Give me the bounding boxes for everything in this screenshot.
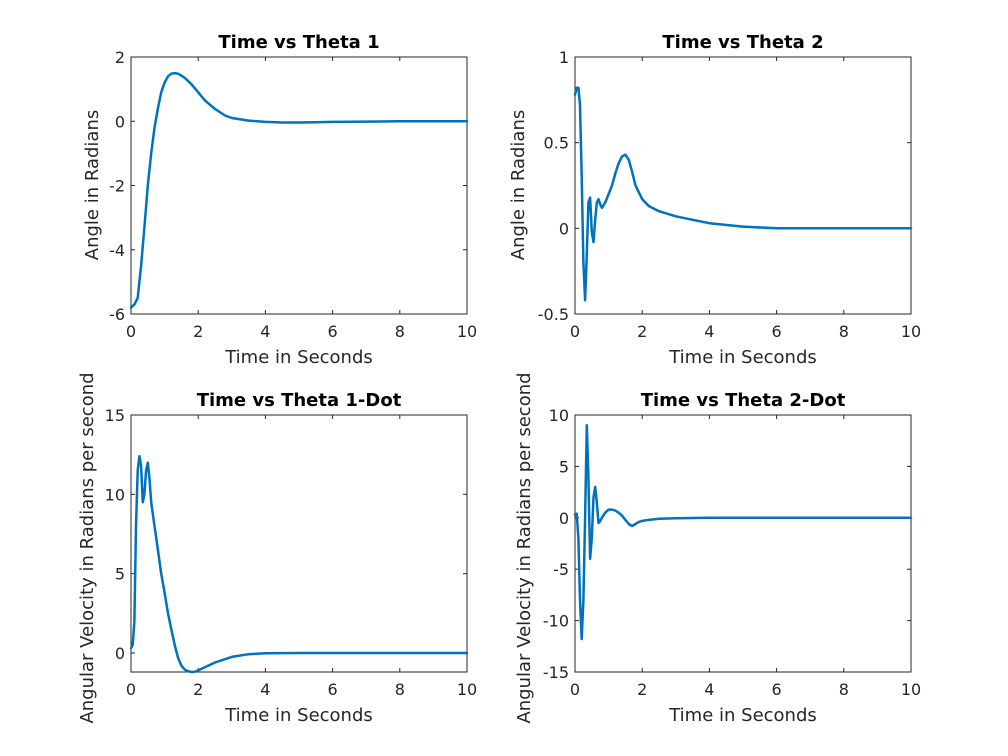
subplot-theta-1-ylabel: Angle in Radians (82, 110, 103, 260)
subplot-theta-2-dot-series-line (573, 424, 913, 641)
subplot-theta-2-dot-xtick-label: 0 (570, 680, 580, 699)
subplot-theta-1-dot-axes-box (130, 414, 468, 673)
subplot-theta-2-dot-xtick-label: 10 (901, 680, 921, 699)
subplot-theta-2-ytick-label: 0.5 (544, 134, 569, 153)
subplot-theta-2-dot-xtick-label: 8 (839, 680, 849, 699)
subplot-theta-2-xtick-label: 4 (704, 322, 714, 341)
subplot-theta-2-dot-ytick-label: 0 (559, 509, 569, 528)
subplot-theta-2-dot-ytick-label: -5 (553, 560, 569, 579)
subplot-theta-1-dot-xtick-label: 10 (457, 680, 477, 699)
subplot-theta-1-series-line (129, 71, 469, 309)
subplot-theta-1-dot-ytick-label: 15 (105, 406, 125, 425)
subplot-theta-2-dot-ytick-label: 10 (549, 406, 569, 425)
subplot-theta-1-dot-ytick-label: 5 (115, 565, 125, 584)
subplot-theta-1-xtick-label: 10 (457, 322, 477, 341)
subplot-theta-2-title: Time vs Theta 2 (662, 32, 823, 53)
subplot-theta-2-dot-ytick-label: -10 (543, 612, 569, 631)
subplot-theta-2-series-line (573, 86, 913, 302)
subplot-theta-2-ytick-label: 0 (559, 219, 569, 238)
subplot-theta-1-dot-title: Time vs Theta 1-Dot (197, 390, 402, 411)
subplot-theta-2-ylabel: Angle in Radians (508, 110, 529, 260)
subplot-theta-2-xtick-label: 8 (839, 322, 849, 341)
subplot-theta-1-xtick-label: 2 (193, 322, 203, 341)
subplot-theta-1-dot-ylabel: Angular Velocity in Radians per second (77, 372, 98, 723)
subplot-theta-1-xtick-label: 0 (126, 322, 136, 341)
subplot-theta-1-dot-xtick-label: 6 (328, 680, 338, 699)
subplot-theta-1-dot-xtick-label: 2 (193, 680, 203, 699)
subplot-theta-2-dot-title: Time vs Theta 2-Dot (641, 390, 846, 411)
subplot-theta-2-xtick-label: 2 (637, 322, 647, 341)
subplot-theta-1-dot: Time vs Theta 1-Dot Time in Seconds Angu… (77, 372, 477, 726)
subplot-theta-1-dot-xtick-label: 0 (126, 680, 136, 699)
subplot-theta-1-ytick-label: 2 (115, 48, 125, 67)
subplot-theta-2-xtick-label: 6 (772, 322, 782, 341)
subplot-theta-1-dot-xtick-label: 4 (260, 680, 270, 699)
subplot-theta-2-ytick-label: 1 (559, 48, 569, 67)
subplot-theta-1-title: Time vs Theta 1 (218, 32, 379, 53)
subplot-theta-2-ytick-label: -0.5 (538, 305, 569, 324)
subplot-theta-1-xtick-label: 4 (260, 322, 270, 341)
subplot-theta-2-dot-ylabel: Angular Velocity in Radians per second (514, 372, 535, 723)
subplot-theta-2-xtick-label: 0 (570, 322, 580, 341)
subplot-theta-1-xtick-label: 6 (328, 322, 338, 341)
subplot-theta-2-dot-ytick-label: 5 (559, 457, 569, 476)
subplot-theta-1-xtick-label: 8 (395, 322, 405, 341)
subplot-theta-2-dot-xlabel: Time in Seconds (668, 705, 817, 726)
subplot-theta-2-xtick-label: 10 (901, 322, 921, 341)
subplot-theta-2: Time vs Theta 2 Time in Seconds Angle in… (508, 32, 921, 368)
subplot-theta-1-dot-ytick-label: 10 (105, 485, 125, 504)
subplot-theta-1-dot-series-line (129, 454, 469, 674)
subplot-theta-1-dot-xlabel: Time in Seconds (224, 705, 373, 726)
subplot-theta-1-xlabel: Time in Seconds (224, 347, 373, 368)
subplot-theta-2-axes-box (574, 56, 912, 315)
subplot-theta-1: Time vs Theta 1 Time in Seconds Angle in… (82, 32, 477, 368)
subplot-theta-2-dot-xtick-label: 2 (637, 680, 647, 699)
subplot-theta-1-ytick-label: -4 (109, 241, 125, 260)
subplot-theta-1-ytick-label: -2 (109, 177, 125, 196)
subplot-theta-2-dot-ytick-label: -15 (543, 663, 569, 682)
subplot-theta-1-dot-xtick-label: 8 (395, 680, 405, 699)
subplot-theta-2-dot-axes-box (574, 414, 912, 673)
subplot-theta-1-dot-ytick-label: 0 (115, 644, 125, 663)
subplot-theta-1-ytick-label: -6 (109, 305, 125, 324)
subplot-theta-2-dot-xtick-label: 6 (772, 680, 782, 699)
subplot-theta-2-dot: Time vs Theta 2-Dot Time in Seconds Angu… (514, 372, 921, 726)
subplot-theta-2-xlabel: Time in Seconds (668, 347, 817, 368)
subplot-theta-2-dot-xtick-label: 4 (704, 680, 714, 699)
subplot-theta-1-ytick-label: 0 (115, 112, 125, 131)
